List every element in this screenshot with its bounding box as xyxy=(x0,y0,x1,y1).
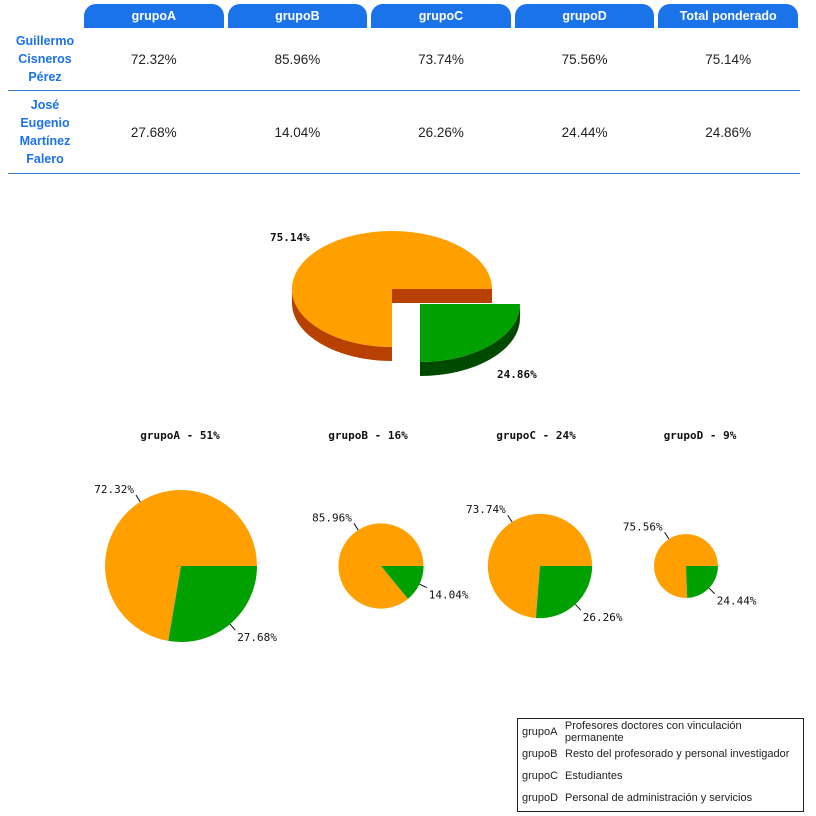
legend-description: Profesores doctores con vinculación perm… xyxy=(564,720,742,744)
legend-code: grupoA xyxy=(522,726,558,738)
leader-line xyxy=(708,587,716,595)
results-table: grupoA grupoB grupoC grupoD Total ponder… xyxy=(8,4,800,174)
legend: grupoA Profesores doctores con vinculaci… xyxy=(517,718,804,812)
pie-3d-wall-orange xyxy=(392,289,492,303)
pie-slice-green xyxy=(535,566,593,619)
table-cell: 27.68% xyxy=(82,90,226,174)
column-header: grupoB xyxy=(226,4,370,28)
column-header: grupoD xyxy=(513,4,657,28)
candidate-name: José Eugenio Martínez Falero xyxy=(8,90,82,174)
table-cell: 26.26% xyxy=(369,90,513,174)
table-header-row: grupoA grupoB grupoC grupoD Total ponder… xyxy=(8,4,800,28)
leader-line xyxy=(575,603,582,611)
pie-label-green: 24.86% xyxy=(497,368,537,381)
legend-item: grupoC Estudiantes xyxy=(518,765,803,787)
candidate-name: Guillermo Cisneros Pérez xyxy=(8,28,82,91)
column-header: grupoC xyxy=(369,4,513,28)
legend-description: Personal de administración y servicios xyxy=(565,792,753,804)
pie-label-green: 26.26% xyxy=(583,611,623,624)
legend-description: Estudiantes xyxy=(565,770,623,782)
pie-label-green: 14.04% xyxy=(429,589,469,602)
table-cell: 72.32% xyxy=(82,28,226,91)
legend-code: grupoD xyxy=(522,792,559,804)
table-cell: 85.96% xyxy=(225,28,370,91)
pie-label-green: 24.44% xyxy=(717,595,757,608)
pie-label-orange: 72.32% xyxy=(94,483,134,496)
table-cell: 75.14% xyxy=(656,28,800,91)
leader-line xyxy=(507,514,513,523)
pie-label-orange: 75.56% xyxy=(623,520,663,533)
table-cell: 24.86% xyxy=(656,90,800,174)
pie-slice-orange xyxy=(338,523,424,609)
table-cell: 73.74% xyxy=(369,28,513,91)
leader-line xyxy=(419,583,427,589)
legend-item: grupoA Profesores doctores con vinculaci… xyxy=(518,720,803,744)
pie-label-green: 27.68% xyxy=(237,631,277,644)
pie-label-orange: 73.74% xyxy=(466,503,506,516)
leader-line xyxy=(664,532,670,540)
legend-item: grupoD Personal de administración y serv… xyxy=(518,787,803,809)
pie-label-orange: 75.14% xyxy=(270,231,310,244)
legend-item: grupoB Resto del profesorado y personal … xyxy=(518,743,803,765)
legend-code: grupoC xyxy=(522,770,559,782)
group-chart-title: grupoA - 51% xyxy=(140,429,220,442)
table-row: José Eugenio Martínez Falero 27.68% 14.0… xyxy=(8,90,800,174)
pie-slice-green xyxy=(420,304,520,362)
column-header: grupoA xyxy=(82,4,226,28)
pie-3d-side-orange xyxy=(292,289,392,361)
group-chart-title: grupoC - 24% xyxy=(496,429,576,442)
legend-code: grupoB xyxy=(522,748,558,760)
leader-line xyxy=(135,494,141,503)
column-header: Total ponderado xyxy=(656,4,800,28)
pie-label-orange: 85.96% xyxy=(312,511,352,524)
group-chart-title: grupoD - 9% xyxy=(664,429,737,442)
pie-slice-orange xyxy=(292,231,492,347)
pie-slice-green xyxy=(686,566,718,598)
table-cell: 24.44% xyxy=(512,90,657,174)
pie-3d-side-green xyxy=(420,304,520,376)
table-cell: 14.04% xyxy=(225,90,370,174)
pie-slice-green xyxy=(168,566,257,642)
leader-line xyxy=(353,523,359,531)
group-chart-title: grupoB - 16% xyxy=(328,429,408,442)
table-row: Guillermo Cisneros Pérez 72.32% 85.96% 7… xyxy=(8,28,800,91)
pie-slice-orange xyxy=(487,513,593,618)
leader-line xyxy=(229,623,236,631)
pie-slice-green xyxy=(381,566,424,599)
table-cell: 75.56% xyxy=(512,28,657,91)
pie-slice-orange xyxy=(104,490,257,641)
legend-description: Resto del profesorado y personal investi… xyxy=(565,748,790,760)
